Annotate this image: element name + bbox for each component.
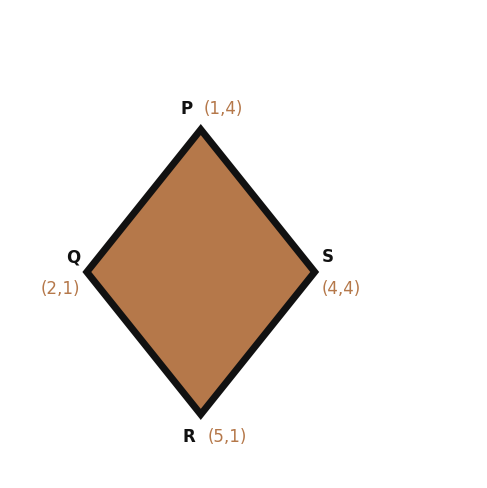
Text: S: S bbox=[321, 247, 334, 265]
Text: (4,4): (4,4) bbox=[321, 279, 361, 297]
Text: P: P bbox=[180, 100, 192, 118]
Polygon shape bbox=[87, 130, 315, 414]
Text: Q: Q bbox=[66, 247, 80, 265]
Text: (5,1): (5,1) bbox=[207, 427, 247, 445]
Text: (2,1): (2,1) bbox=[40, 279, 80, 297]
Text: (1,4): (1,4) bbox=[204, 100, 243, 118]
Text: R: R bbox=[182, 427, 195, 445]
